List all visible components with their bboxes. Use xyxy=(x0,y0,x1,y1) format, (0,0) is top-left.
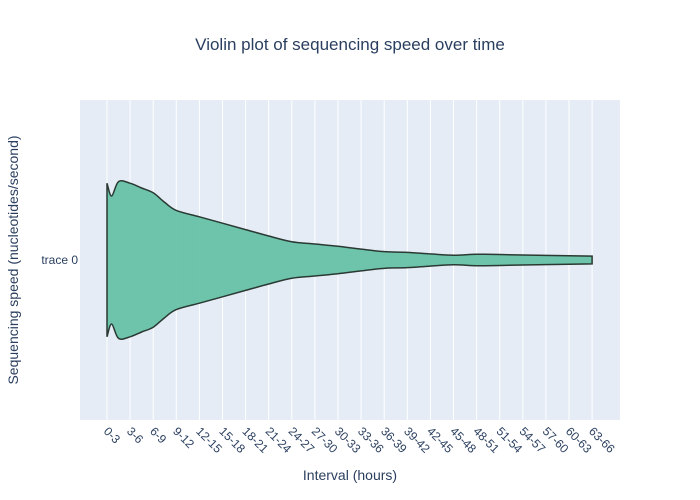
x-tick-label: 63-66 xyxy=(586,424,618,456)
x-tick-label: 3-6 xyxy=(124,424,146,446)
x-tick-label: 0-3 xyxy=(101,424,123,446)
x-tick-label: 9-12 xyxy=(170,424,197,451)
y-axis-title: Sequencing speed (nucleotides/second) xyxy=(5,135,21,384)
chart-title: Violin plot of sequencing speed over tim… xyxy=(195,35,505,54)
x-tick-label: 6-9 xyxy=(147,424,169,446)
x-axis-title: Interval (hours) xyxy=(303,467,397,483)
y-category-label: trace 0 xyxy=(41,253,78,267)
violin-trace-0 xyxy=(106,180,593,340)
x-tick-labels: 0-3 3-6 6-9 9-1212-1515-1818-2121-2424-2727… xyxy=(101,424,618,456)
